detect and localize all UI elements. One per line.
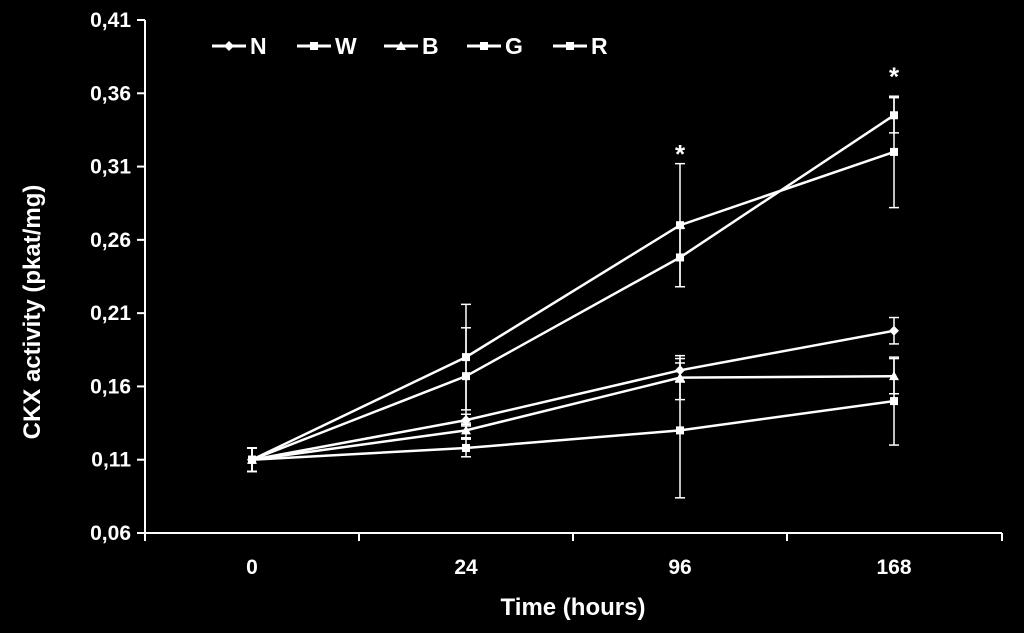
data-point (462, 372, 470, 381)
x-axis-ticks: 0 24 96 168 (144, 533, 1003, 579)
data-point (889, 371, 899, 381)
y-tick-label: 0,31 (90, 156, 131, 179)
legend-item-G: G (467, 33, 523, 59)
legend-label: R (591, 33, 608, 59)
series-layer (247, 95, 899, 499)
y-tick-label: 0,26 (90, 229, 131, 252)
data-point (676, 221, 684, 230)
series-line (251, 399, 895, 461)
data-point (675, 372, 685, 382)
significance-annotations: ** (675, 61, 900, 169)
legend-label: G (505, 33, 523, 59)
y-tick-label: 0,16 (90, 375, 131, 398)
x-tick-label: 96 (668, 556, 691, 579)
x-tick-label: 0 (246, 556, 258, 579)
y-tick-label: 0,21 (90, 302, 131, 325)
x-axis-title: Time (hours) (501, 594, 646, 621)
series-line (251, 329, 895, 461)
legend-swatch-marker (566, 42, 574, 50)
legend-swatch-marker (224, 41, 234, 51)
legend-item-R: R (553, 33, 608, 59)
y-tick-label: 0,06 (90, 522, 131, 545)
x-tick-label: 168 (876, 556, 911, 579)
y-tick-label: 0,11 (91, 449, 131, 472)
legend-item-B: B (384, 33, 439, 59)
data-point (890, 111, 898, 120)
legend-swatch-marker (480, 42, 488, 50)
data-point (676, 426, 684, 435)
significance-marker: * (889, 61, 900, 91)
data-point (461, 425, 471, 435)
data-point (248, 455, 256, 464)
y-tick-label: 0,41 (90, 9, 131, 32)
series-line (251, 150, 895, 461)
data-point (890, 147, 898, 156)
legend-label: N (250, 33, 267, 59)
data-point (889, 325, 899, 336)
series-R (247, 96, 899, 473)
data-point (890, 397, 898, 406)
data-point (462, 443, 470, 452)
y-tick-label: 0,36 (90, 82, 131, 105)
data-point (676, 253, 684, 262)
series-W (247, 356, 899, 499)
legend-label: W (335, 33, 357, 59)
legend-swatch-marker (396, 41, 406, 50)
x-tick-label: 24 (454, 556, 478, 579)
y-axis-ticks: 0,06 0,11 0,16 0,21 0,26 0,31 0,36 0,41 (90, 9, 145, 545)
significance-marker: * (675, 139, 686, 169)
legend-item-W: W (297, 33, 357, 59)
series-G (247, 95, 899, 473)
series-line (251, 374, 895, 461)
legend-item-N: N (212, 33, 267, 59)
legend-label: B (422, 33, 439, 59)
y-axis-title: CKX activity (pkat/mg) (19, 185, 46, 440)
series-line (251, 114, 895, 461)
series-N (247, 316, 899, 473)
legend-swatch-marker (310, 42, 318, 50)
